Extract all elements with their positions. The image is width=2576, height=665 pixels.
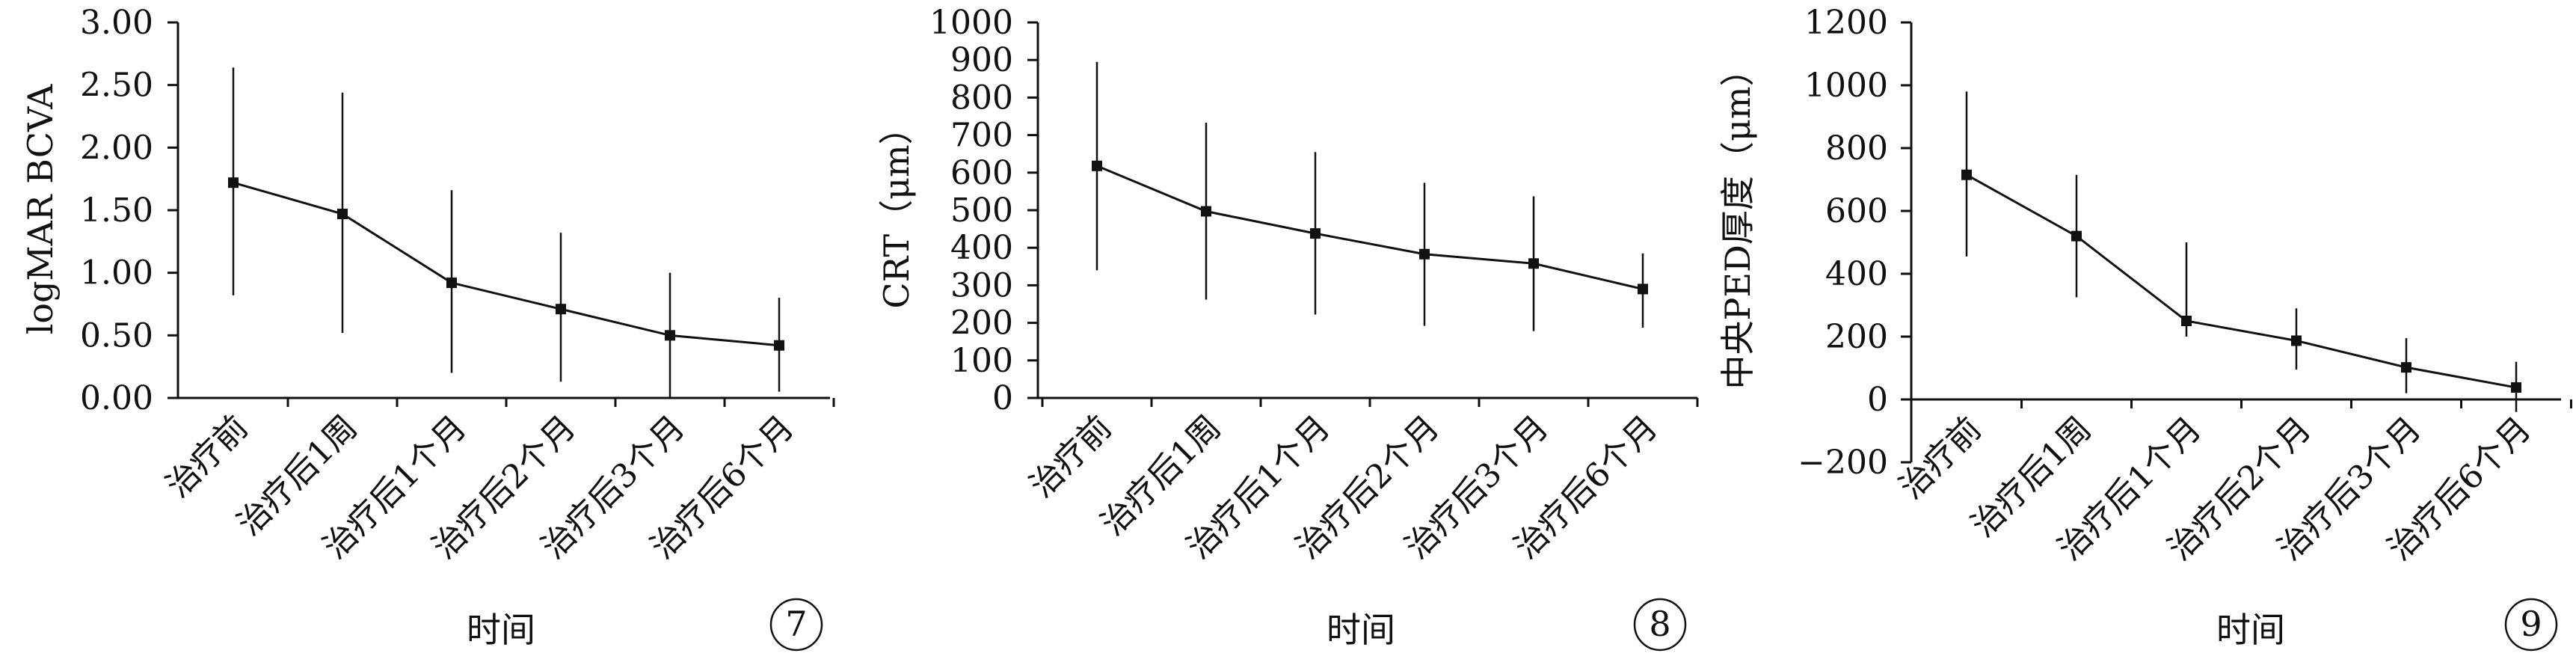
y-tick-label: 400 (1825, 255, 1888, 293)
chart-panel-9: −200020040060080010001200治疗前治疗后1周治疗后1个月治… (1718, 4, 2572, 652)
y-tick-label: 3.00 (80, 4, 153, 42)
panel-number: 8 (1649, 604, 1670, 644)
data-point (2181, 316, 2192, 326)
y-axis-title: CRT（μm） (876, 110, 917, 308)
series-line (1966, 174, 2517, 389)
data-point (1528, 258, 1539, 269)
y-tick-label: 0.50 (80, 316, 153, 355)
series-line (233, 181, 780, 347)
y-tick-label: 100 (950, 342, 1013, 380)
y-tick-label: 900 (950, 41, 1013, 79)
x-category-label: 治疗前 (159, 408, 255, 505)
panel-number-circle (1633, 598, 1687, 652)
panel-number: 7 (785, 604, 807, 644)
data-point (774, 340, 784, 351)
x-axis-title: 时间 (2216, 610, 2285, 650)
data-point (1201, 206, 1211, 217)
y-tick-label: 2.50 (80, 67, 153, 105)
series-line (1096, 165, 1644, 290)
data-point (1092, 160, 1102, 171)
y-tick-label: 400 (950, 229, 1013, 267)
y-tick-label: 1.50 (80, 191, 153, 230)
y-tick-label: 600 (1825, 192, 1888, 230)
y-tick-label: −200 (1798, 444, 1888, 482)
y-tick-label: 2.00 (80, 129, 153, 167)
data-point (556, 304, 566, 315)
y-tick-label: 0.00 (80, 379, 153, 417)
data-point (337, 209, 348, 220)
data-point (2071, 230, 2082, 242)
y-tick-label: 800 (1825, 129, 1888, 168)
y-axis-title: logMAR BCVA (20, 84, 61, 334)
x-axis-title: 时间 (1327, 610, 1395, 650)
data-point (2291, 335, 2302, 346)
y-tick-label: 500 (950, 191, 1013, 230)
y-tick-label: 0 (1867, 381, 1888, 419)
x-axis-title: 时间 (467, 610, 535, 650)
chart-panel-7: 0.000.501.001.502.002.503.00治疗前治疗后1周治疗后1… (20, 4, 835, 652)
x-category-label: 治疗前 (1022, 408, 1119, 505)
y-tick-label: 800 (950, 79, 1013, 117)
data-point (228, 177, 239, 189)
y-tick-label: 600 (950, 154, 1013, 192)
data-point (1419, 248, 1430, 260)
y-tick-label: 300 (950, 266, 1013, 304)
x-category-label: 治疗前 (1892, 410, 1988, 506)
y-tick-label: 700 (950, 117, 1013, 155)
data-point (1638, 284, 1648, 295)
data-point (446, 278, 457, 289)
data-point (665, 330, 675, 341)
panel-number-circle (2504, 598, 2558, 652)
chart-panel-8: 01002003004005006007008009001000治疗前治疗后1周… (876, 4, 1699, 652)
y-tick-label: 1000 (1804, 67, 1888, 105)
y-axis-title: 中央PED厚度（μm） (1718, 52, 1758, 390)
y-tick-label: 1.00 (80, 254, 153, 292)
panel-number: 9 (2520, 604, 2542, 644)
data-point (2511, 382, 2521, 393)
y-tick-label: 200 (1825, 318, 1888, 356)
data-point (1961, 169, 1972, 180)
data-point (2401, 362, 2411, 373)
data-point (1310, 228, 1321, 239)
y-tick-label: 200 (950, 304, 1013, 343)
y-tick-label: 1000 (929, 4, 1013, 42)
panel-number-circle (769, 598, 823, 652)
y-tick-label: 0 (992, 379, 1013, 417)
y-tick-label: 1200 (1804, 4, 1888, 42)
